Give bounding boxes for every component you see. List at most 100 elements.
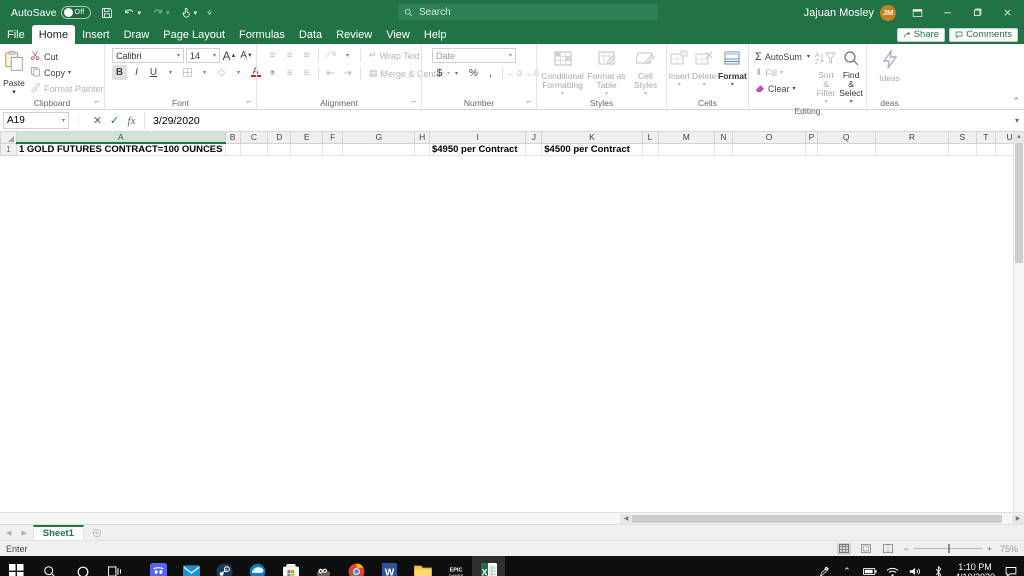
redo-icon[interactable]: ▾ (146, 2, 175, 23)
cell-K1[interactable]: $4500 per Contract (541, 143, 643, 156)
number-format-combo[interactable]: Date ▾ (432, 48, 516, 63)
cell-P1[interactable] (805, 143, 818, 156)
save-icon[interactable] (96, 2, 118, 23)
cortana-icon[interactable] (66, 556, 99, 576)
ribbon-display-options-icon[interactable] (902, 0, 932, 25)
increase-indent-icon[interactable]: ⇥ (343, 68, 352, 79)
cell-F1[interactable] (322, 143, 344, 156)
autosum-button[interactable]: Σ AutoSum ▾ (755, 50, 810, 63)
column-header-H[interactable]: H (414, 132, 430, 144)
conditional-formatting-button[interactable]: Conditional Formatting ▾ (541, 48, 585, 97)
autosave-toggle[interactable]: AutoSave Off (6, 2, 96, 23)
ideas-button[interactable]: Ideas (871, 48, 909, 83)
font-color-dropdown-icon[interactable]: ▾ (270, 70, 274, 76)
cell-S1[interactable] (948, 143, 977, 156)
clipboard-dialog-launcher[interactable]: ⌐ (94, 97, 99, 106)
add-sheet-button[interactable] (84, 525, 110, 540)
column-header-B[interactable]: B (224, 132, 241, 144)
restore-icon[interactable] (962, 0, 992, 25)
horizontal-scroll-thumb[interactable] (632, 514, 1002, 523)
tab-file[interactable]: File (7, 28, 25, 41)
cell-C1[interactable] (240, 143, 269, 156)
column-header-R[interactable]: R (874, 132, 950, 144)
column-header-P[interactable]: P (805, 132, 818, 144)
battery-icon[interactable] (862, 566, 877, 576)
page-layout-view-icon[interactable] (859, 543, 873, 555)
accounting-dropdown-icon[interactable]: ▾ (454, 71, 458, 77)
user-name[interactable]: Jajuan Mosley (803, 6, 874, 19)
action-center-icon[interactable] (1004, 566, 1018, 576)
cancel-entry-icon[interactable]: ✕ (92, 115, 103, 127)
select-all-corner[interactable] (0, 132, 17, 144)
next-sheet-icon[interactable]: ▶ (21, 529, 27, 537)
orientation-dropdown-icon[interactable]: ▾ (345, 53, 349, 59)
taskbar-app-mail[interactable] (175, 556, 208, 576)
formula-input[interactable]: 3/29/2020 (144, 112, 1010, 129)
align-bottom-icon[interactable]: ≡ (303, 50, 310, 61)
name-box[interactable]: A19 ▾ (3, 112, 69, 129)
horizontal-scroll-track[interactable] (632, 514, 1012, 524)
cut-button[interactable]: Cut (27, 49, 107, 64)
zoom-knob[interactable] (947, 544, 950, 553)
zoom-slider[interactable]: − + (903, 544, 992, 554)
font-color-icon[interactable]: A (250, 66, 261, 77)
align-center-icon[interactable]: ≡ (286, 68, 293, 79)
avatar[interactable]: JM (880, 4, 896, 21)
sheet-navigation-arrows[interactable]: ◀ ▶ (0, 525, 33, 540)
alignment-dialog-launcher[interactable]: ⌐ (411, 97, 416, 106)
column-header-D[interactable]: D (267, 132, 292, 144)
align-top-icon[interactable]: ≡ (269, 50, 276, 61)
orientation-icon[interactable]: ⟋ᵃ (325, 50, 336, 61)
copy-button[interactable]: Copy ▾ (27, 65, 107, 80)
volume-icon[interactable] (909, 566, 923, 576)
taskbar-app-file-explorer[interactable] (406, 556, 439, 576)
column-header-E[interactable]: E (290, 132, 324, 144)
undo-icon[interactable]: ▾ (118, 2, 147, 23)
scroll-left-arrow-icon[interactable]: ◀ (620, 513, 632, 524)
row-header-1[interactable]: 1 (0, 142, 17, 156)
fill-color-icon[interactable] (214, 65, 229, 80)
cell-J1[interactable] (525, 143, 543, 156)
accounting-format-icon[interactable]: $ (436, 68, 443, 79)
column-header-K[interactable]: K (541, 132, 643, 144)
wifi-icon[interactable] (886, 566, 900, 576)
fill-color-dropdown-icon[interactable]: ▾ (236, 70, 240, 76)
normal-view-icon[interactable] (837, 542, 852, 555)
page-break-view-icon[interactable] (881, 543, 895, 555)
comments-button[interactable]: Comments (949, 27, 1018, 42)
column-header-N[interactable]: N (714, 132, 733, 144)
tab-review[interactable]: Review (336, 28, 373, 41)
customize-quick-access-icon[interactable]: ⩒ (207, 7, 212, 17)
scroll-right-arrow-icon[interactable]: ▶ (1012, 513, 1024, 524)
cell-D1[interactable] (267, 143, 292, 156)
cell-N1[interactable] (714, 143, 733, 156)
tab-data[interactable]: Data (298, 28, 323, 41)
tab-draw[interactable]: Draw (123, 28, 150, 41)
taskbar-app-chrome[interactable] (340, 556, 373, 576)
decrease-indent-icon[interactable]: ⇤ (326, 68, 335, 79)
percent-style-icon[interactable]: % (469, 68, 478, 79)
sheet-tab-sheet1[interactable]: Sheet1 (32, 525, 84, 540)
column-header-F[interactable]: F (322, 132, 344, 144)
increase-font-size-button[interactable]: A ▲ (222, 48, 237, 63)
taskbar-app-gimp[interactable] (307, 556, 340, 576)
italic-button[interactable]: I (135, 67, 138, 78)
find-select-button[interactable]: Find & Select ▾ (839, 48, 863, 105)
decrease-font-size-button[interactable]: A ▼ (240, 50, 253, 61)
column-header-G[interactable]: G (342, 132, 416, 144)
cell-R1[interactable] (875, 143, 950, 156)
comma-style-icon[interactable]: , (489, 68, 492, 79)
column-header-C[interactable]: C (239, 132, 269, 144)
zoom-track[interactable] (913, 544, 982, 553)
increase-decimal-icon[interactable]: ←.0 (507, 69, 522, 78)
insert-function-icon[interactable]: fx (127, 114, 136, 127)
cell-O1[interactable] (732, 143, 807, 156)
zoom-out-button[interactable]: − (903, 543, 909, 554)
insert-cells-button[interactable]: Insert ▾ (669, 48, 690, 88)
tab-formulas[interactable]: Formulas (239, 28, 285, 41)
column-header-J[interactable]: J (525, 132, 543, 144)
tab-view[interactable]: View (386, 28, 410, 41)
cell-T1[interactable] (976, 143, 997, 156)
column-header-T[interactable]: T (975, 132, 997, 144)
